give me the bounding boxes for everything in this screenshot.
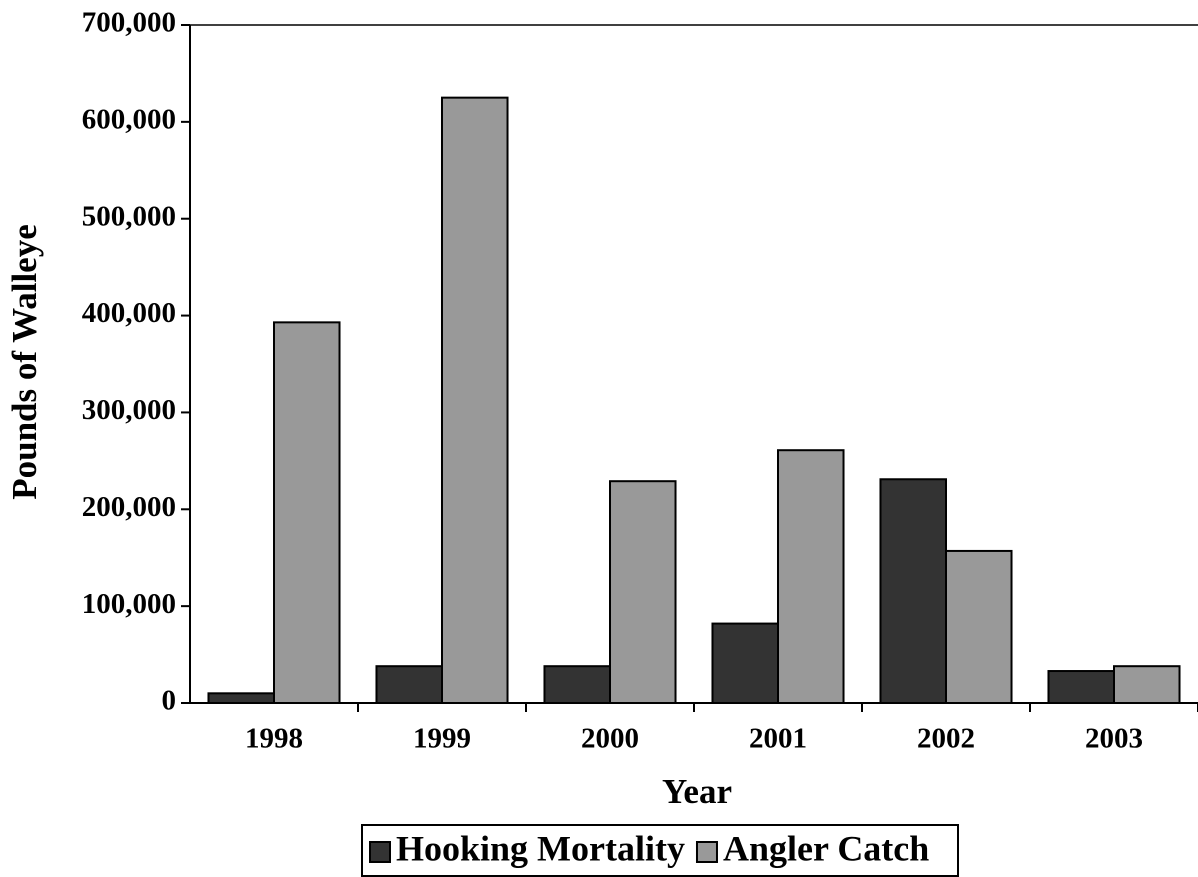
x-tick-label: 2000 xyxy=(581,723,639,755)
y-tick-label: 300,000 xyxy=(82,394,176,426)
legend-label: Angler Catch xyxy=(723,828,929,868)
bar xyxy=(879,478,947,705)
x-tick-label: 2003 xyxy=(1085,723,1143,755)
bar xyxy=(543,665,611,704)
bar xyxy=(441,96,509,704)
legend-swatch xyxy=(695,841,718,863)
legend-box xyxy=(361,824,959,877)
bar xyxy=(945,549,1013,704)
y-tick-label: 600,000 xyxy=(82,104,176,136)
x-tick-label: 2002 xyxy=(917,723,975,755)
legend-label: Hooking Mortality xyxy=(396,828,685,868)
bar xyxy=(609,480,677,704)
bar xyxy=(777,449,845,704)
y-tick-label: 0 xyxy=(162,685,177,717)
bar xyxy=(1113,665,1181,704)
y-tick-label: 500,000 xyxy=(82,200,176,232)
bar xyxy=(711,622,779,705)
y-tick-label: 200,000 xyxy=(82,491,176,523)
x-tick-label: 1998 xyxy=(245,723,303,755)
bar xyxy=(1047,670,1115,705)
bar xyxy=(207,692,275,704)
legend-swatch xyxy=(369,841,391,863)
y-tick-label: 400,000 xyxy=(82,297,176,329)
y-axis-title: Pounds of Walleye xyxy=(5,224,44,500)
y-tick-label: 700,000 xyxy=(82,7,176,39)
bar xyxy=(375,665,444,704)
x-tick-label: 2001 xyxy=(749,723,807,755)
x-axis-title: Year xyxy=(662,772,732,811)
y-tick-label: 100,000 xyxy=(82,588,176,620)
bar xyxy=(273,321,341,704)
x-tick-label: 1999 xyxy=(413,723,471,755)
